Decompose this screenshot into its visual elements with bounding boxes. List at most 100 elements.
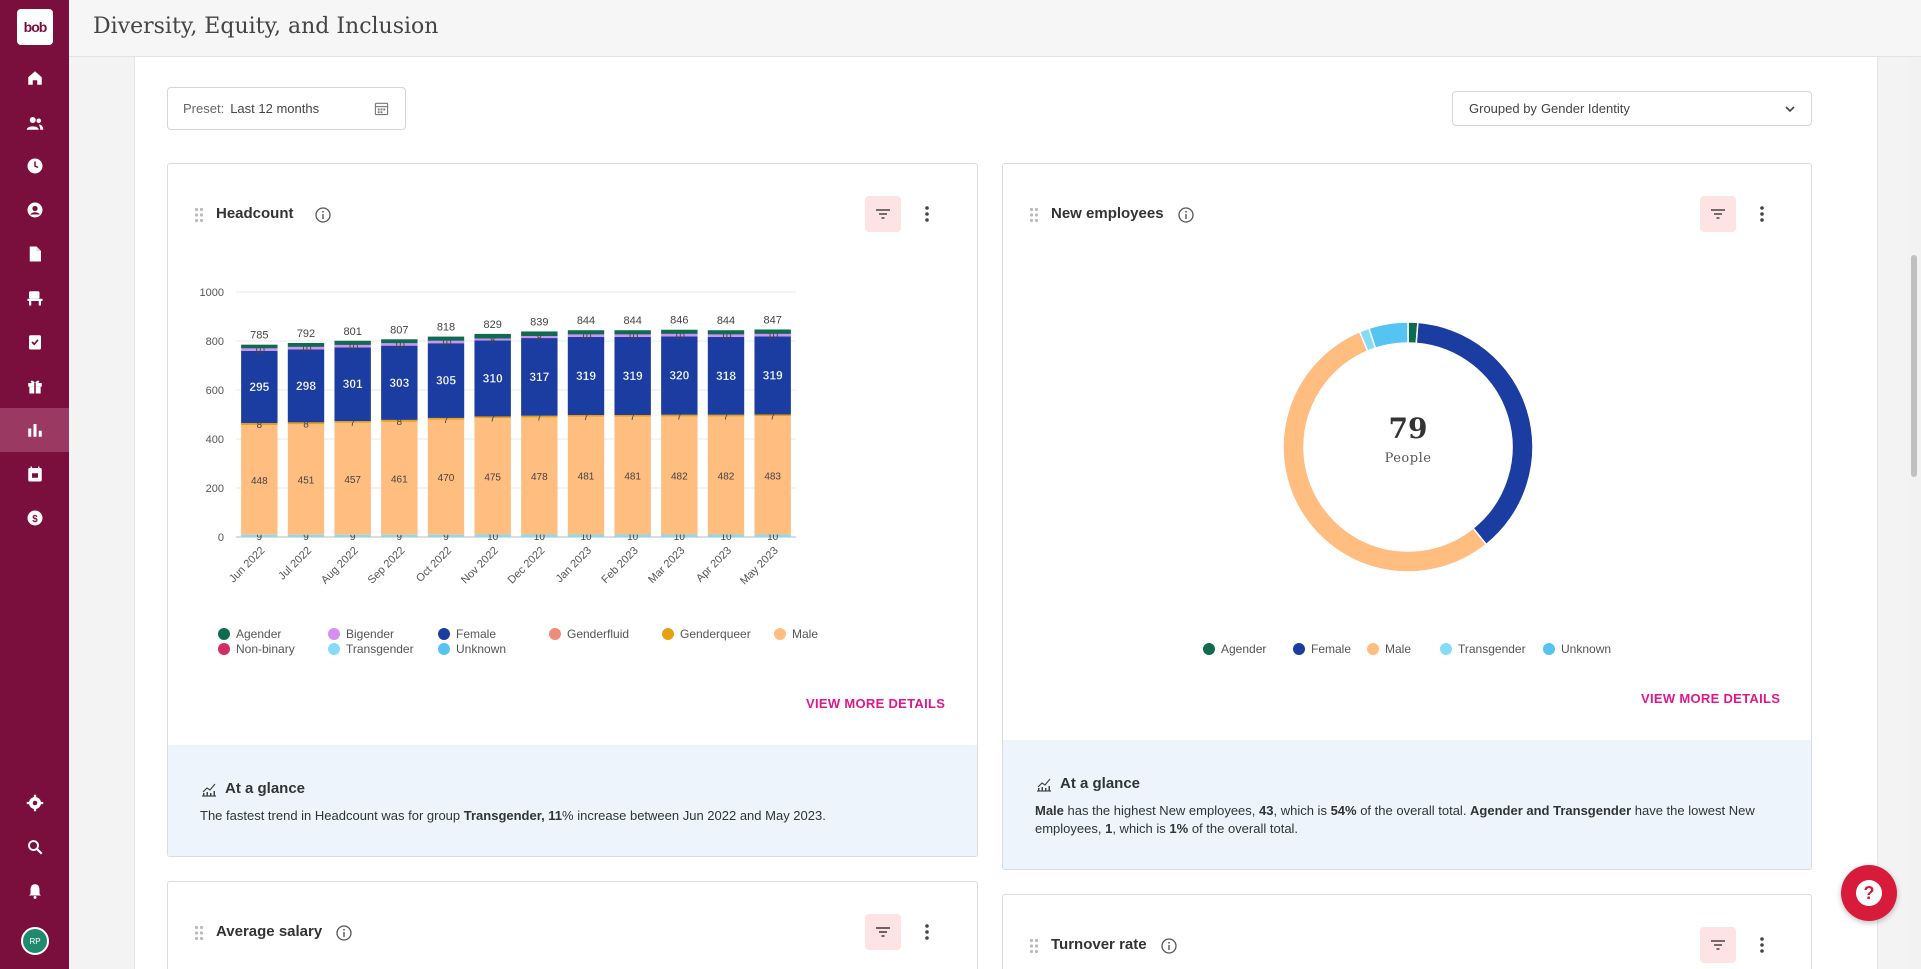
bar-segment [661,416,698,535]
view-more-details-link[interactable]: VIEW MORE DETAILS [806,696,946,711]
data-label: 8 [397,417,403,428]
help-button[interactable]: ? [1841,865,1897,921]
desk-icon[interactable] [0,276,69,320]
filter-button[interactable] [865,914,901,950]
data-label: 10 [627,332,639,343]
info-icon[interactable] [1161,938,1177,954]
filter-button[interactable] [865,196,901,232]
scrollbar-thumb[interactable] [1911,255,1917,477]
legend-label: Agender [236,627,282,641]
data-label: 10 [720,532,732,543]
calendar-icon[interactable] [0,452,69,496]
clock-icon[interactable] [0,144,69,188]
filter-button[interactable] [1700,927,1736,963]
data-label: 10 [394,340,406,351]
legend-item[interactable]: Bigender [328,627,394,641]
settings-icon[interactable] [0,781,69,825]
drag-handle-icon[interactable] [1029,938,1039,954]
legend-item[interactable]: Transgender [1440,642,1526,656]
bar-segment [287,534,325,537]
profile-icon[interactable] [0,188,69,232]
total-label: 844 [577,315,595,327]
filter-icon [876,209,890,219]
document-icon[interactable] [0,232,69,276]
drag-handle-icon[interactable] [194,207,204,223]
more-options-button[interactable] [1752,204,1772,224]
x-tick-label: Sep 2022 [366,545,408,587]
bob-logo[interactable]: bob [17,9,53,45]
search-icon[interactable] [0,825,69,869]
x-tick-label: Nov 2022 [459,545,501,587]
legend-item[interactable]: Genderfluid [549,627,629,641]
view-more-details-link[interactable]: VIEW MORE DETAILS [1641,691,1781,706]
notifications-icon[interactable] [0,869,69,913]
legend-item[interactable]: Female [438,627,496,641]
legend-item[interactable]: Unknown [438,642,506,656]
scrollbar[interactable] [1907,57,1921,969]
avatar[interactable]: RP [21,927,49,955]
legend-item[interactable]: Male [774,627,818,641]
new-employees-donut [1282,321,1534,573]
bar-segment [567,534,605,537]
calendar-icon[interactable] [374,101,389,116]
info-icon[interactable] [315,207,331,223]
legend-item[interactable]: Female [1293,642,1351,656]
bar-segment [614,534,651,537]
data-label: 8 [257,420,263,431]
legend-dot [774,628,786,640]
data-label: 448 [251,476,268,487]
y-tick-label: 0 [218,532,224,544]
legend-item[interactable]: Non-binary [218,642,295,656]
x-tick-label: Dec 2022 [506,545,548,587]
total-label: 818 [437,322,455,334]
gift-icon[interactable] [0,364,69,408]
filter-button[interactable] [1700,196,1736,232]
legend-item[interactable]: Agender [218,627,281,641]
bar-segment [707,416,745,535]
group-by-select[interactable]: Grouped by Gender Identity [1452,91,1812,126]
legend-item[interactable]: Male [1367,642,1411,656]
date-preset-picker[interactable]: Preset: Last 12 months [167,87,406,130]
average-salary-title: Average salary [216,923,323,940]
compensation-icon[interactable]: $ [0,496,69,540]
drag-handle-icon[interactable] [194,925,204,941]
y-tick-label: 200 [206,483,224,495]
legend-dot [1440,643,1452,655]
legend-item[interactable]: Unknown [1543,642,1611,656]
info-icon[interactable] [1178,207,1194,223]
legend-dot [662,628,674,640]
bar-segment [521,336,558,339]
data-label: 305 [436,374,456,388]
analytics-icon[interactable] [0,408,69,452]
tasks-icon[interactable] [0,320,69,364]
drag-handle-icon[interactable] [1029,207,1039,223]
page-title: Diversity, Equity, and Inclusion [93,14,439,39]
legend-item[interactable]: Transgender [328,642,414,656]
bar-segment [334,422,371,535]
more-options-button[interactable] [1752,935,1772,955]
bar-segment [754,329,791,334]
donut-slice [1367,321,1409,350]
total-label: 785 [250,330,268,342]
more-options-button[interactable] [917,204,937,224]
kebab-icon [925,924,929,940]
legend-label: Female [456,627,497,641]
bar-segment [427,340,465,344]
people-icon[interactable] [0,101,69,145]
bar-segment [334,344,371,348]
trend-chart-icon [202,783,216,797]
donut-center-label: People [1384,451,1432,466]
legend-label: Male [1385,642,1412,656]
bar-segment [707,334,745,337]
bar-segment [521,331,558,337]
home-icon[interactable] [0,56,69,100]
at-a-glance-title: At a glance [225,780,306,797]
info-icon[interactable] [336,925,352,941]
legend-item[interactable]: Genderqueer [662,627,751,641]
bar-segment [661,333,698,337]
data-label: 470 [438,473,455,484]
data-label: 7 [677,412,683,423]
more-options-button[interactable] [917,922,937,942]
legend-item[interactable]: Agender [1203,642,1266,656]
data-label: 7 [350,418,356,429]
